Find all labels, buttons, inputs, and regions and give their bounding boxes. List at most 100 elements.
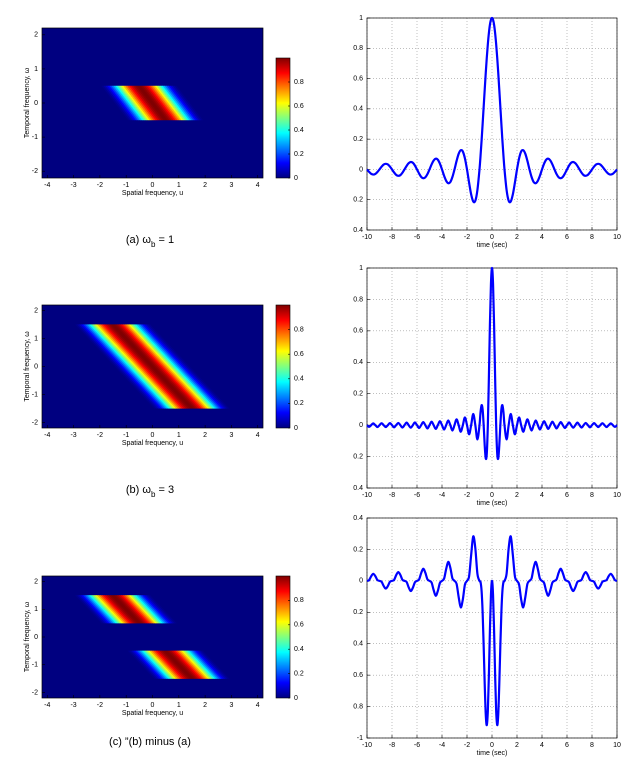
colorbar-tick-label: 0 — [294, 175, 298, 182]
caption: (c) ”(b) minus (a) — [109, 736, 191, 748]
x-tick-label: 8 — [590, 742, 594, 749]
x-tick-label: 10 — [613, 234, 621, 241]
x-axis-label: Spatial frequency, u — [122, 440, 183, 447]
y-tick-label: -2 — [32, 419, 38, 426]
x-tick-label: 6 — [565, 492, 569, 499]
x-tick-label: 3 — [229, 702, 233, 709]
y-tick-label: 0.6 — [353, 75, 363, 82]
y-tick-label: -1 — [357, 735, 363, 742]
colorbar-tick-label: 0 — [294, 425, 298, 432]
x-tick-label: 2 — [203, 182, 207, 189]
series-line — [366, 16, 618, 204]
colorbar-tick-label: 0.4 — [294, 646, 304, 653]
y-tick-label: 1 — [359, 265, 363, 272]
colorbar — [275, 57, 291, 179]
x-tick-label: 8 — [590, 234, 594, 241]
colorbar-tick-label: 0.8 — [294, 79, 304, 86]
colorbar-tick-label: 0.8 — [294, 597, 304, 604]
y-tick-label: 0.8 — [353, 296, 363, 303]
y-tick-label: 2 — [34, 307, 38, 314]
heatmap-band-strip — [202, 650, 232, 679]
x-tick-label: -4 — [44, 432, 50, 439]
y-tick-label: 1 — [359, 15, 363, 22]
x-tick-label: -4 — [439, 492, 445, 499]
caption-part: = 1 — [155, 234, 174, 246]
x-tick-label: 2 — [203, 432, 207, 439]
caption-part: (c) ”(b) minus (a) — [109, 736, 191, 748]
x-tick-label: 3 — [229, 432, 233, 439]
x-tick-label: 0 — [151, 702, 155, 709]
x-axis-label: Spatial frequency, u — [122, 190, 183, 197]
x-tick-label: -2 — [464, 234, 470, 241]
y-tick-label: 0.2 — [353, 453, 363, 460]
x-tick-label: 4 — [540, 234, 544, 241]
y-tick-label: 0 — [359, 166, 363, 173]
x-tick-label: -2 — [464, 742, 470, 749]
y-tick-label: 0.8 — [353, 703, 363, 710]
x-tick-label: -8 — [389, 742, 395, 749]
caption-part: b — [151, 240, 156, 249]
x-tick-label: -4 — [44, 702, 50, 709]
plot-frame — [41, 27, 264, 179]
series-line — [366, 535, 618, 727]
y-tick-label: 2 — [34, 32, 38, 39]
caption-part: b — [151, 490, 156, 499]
y-tick-label: 0 — [34, 363, 38, 370]
y-tick-label: 0 — [359, 578, 363, 585]
y-tick-label: 1 — [34, 66, 38, 73]
heatmap-band-strip — [176, 85, 206, 121]
colorbar-tick-label: 0.4 — [294, 127, 304, 134]
x-tick-label: -4 — [439, 742, 445, 749]
y-tick-label: 0.6 — [353, 672, 363, 679]
x-tick-label: 2 — [515, 742, 519, 749]
y-tick-label: 0.8 — [353, 45, 363, 52]
y-axis-label: Temporal frequency, ω — [24, 67, 31, 138]
colorbar-tick-label: 0.2 — [294, 670, 304, 677]
colorbar — [275, 304, 291, 429]
x-tick-label: 1 — [177, 432, 181, 439]
y-tick-label: 0.4 — [353, 227, 363, 234]
x-tick-label: -6 — [414, 742, 420, 749]
caption-part: (b) ω — [126, 484, 152, 496]
colorbar-tick-label: 0.6 — [294, 103, 304, 110]
y-tick-label: 0.6 — [353, 328, 363, 335]
y-tick-label: 0.2 — [353, 609, 363, 616]
x-tick-label: -10 — [362, 492, 372, 499]
series-line — [366, 266, 618, 461]
plot-frame — [366, 517, 618, 739]
x-tick-label: -3 — [70, 432, 76, 439]
x-tick-label: 6 — [565, 742, 569, 749]
y-axis-label: Temporal frequency, ω — [24, 601, 31, 672]
x-tick-label: -2 — [97, 432, 103, 439]
heatmap — [42, 576, 263, 698]
x-tick-label: 4 — [540, 742, 544, 749]
plot-frame — [41, 575, 264, 699]
heatmap-band-strip — [150, 595, 180, 624]
x-tick-label: -2 — [97, 702, 103, 709]
y-axis-label: Temporal frequency, ω — [24, 331, 31, 402]
colorbar — [275, 575, 291, 699]
caption: (b) ωb = 3 — [126, 484, 174, 499]
y-tick-label: 0.2 — [353, 546, 363, 553]
x-tick-label: 8 — [590, 492, 594, 499]
y-tick-label: 1 — [34, 335, 38, 342]
x-tick-label: -2 — [464, 492, 470, 499]
x-tick-label: 0 — [490, 492, 494, 499]
y-tick-label: 0 — [34, 100, 38, 107]
x-tick-label: 2 — [515, 492, 519, 499]
y-tick-label: -1 — [32, 134, 38, 141]
y-tick-label: 2 — [34, 578, 38, 585]
x-tick-label: 0 — [490, 234, 494, 241]
x-axis-label: Spatial frequency, u — [122, 710, 183, 717]
x-tick-label: -10 — [362, 742, 372, 749]
x-tick-label: 10 — [613, 492, 621, 499]
x-axis-label: time (sec) — [477, 500, 508, 507]
x-tick-label: 2 — [515, 234, 519, 241]
x-tick-label: -2 — [97, 182, 103, 189]
x-tick-label: 2 — [203, 702, 207, 709]
x-tick-label: -10 — [362, 234, 372, 241]
y-tick-label: 0.2 — [353, 136, 363, 143]
x-tick-label: -1 — [123, 702, 129, 709]
x-axis-label: time (sec) — [477, 750, 508, 757]
